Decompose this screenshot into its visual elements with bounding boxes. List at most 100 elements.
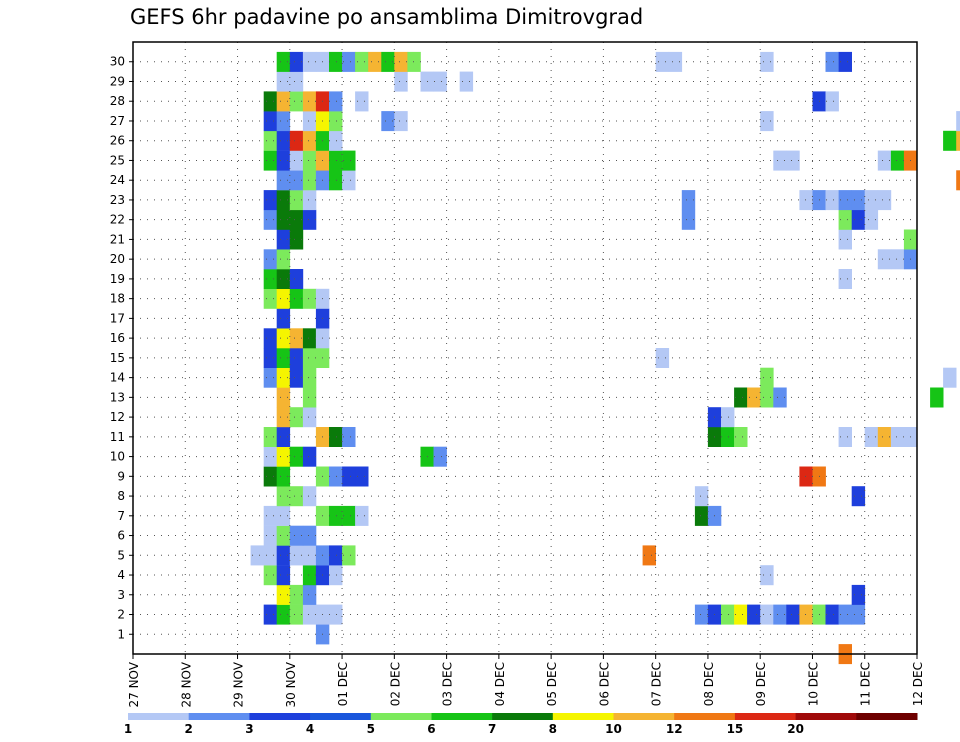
heatmap-cell (289, 584, 304, 605)
heatmap-cell (433, 71, 447, 92)
heatmap-cell (329, 150, 343, 171)
grid-lines (133, 42, 917, 654)
colorbar-swatch (370, 713, 432, 720)
x-tick-label: 02 DEC (388, 662, 402, 706)
heatmap-cell (276, 466, 291, 487)
colorbar-swatch (734, 713, 797, 720)
heatmap-cell (329, 427, 343, 447)
heatmap-cell (342, 51, 356, 72)
colorbar-swatch (552, 713, 614, 720)
plot-frame (132, 41, 918, 655)
colorbar-swatch (492, 713, 554, 720)
heatmap-cell (734, 387, 748, 408)
heatmap-cell (289, 407, 304, 428)
x-axis-ticks: 27 NOV 28 NOV 29 NOV 30 NOV 01 DEC 02 DEC 03 D… (127, 654, 925, 708)
heatmap-cell (329, 565, 343, 586)
heatmap-cell (956, 170, 960, 191)
heatmap-cell (825, 604, 839, 625)
y-tick-label: 25 (110, 153, 125, 167)
heatmap-cell (289, 486, 304, 507)
heatmap-cell (289, 604, 304, 625)
heatmap-cell (263, 150, 278, 171)
y-tick-label: 14 (110, 371, 125, 385)
x-tick-label: 06 DEC (597, 662, 611, 706)
heatmap-cell (276, 486, 291, 507)
heatmap-cell (956, 111, 960, 132)
heatmap-cell (263, 565, 278, 586)
heatmap-cell (276, 111, 291, 132)
heatmap-cell (289, 229, 304, 250)
y-tick-label: 7 (117, 509, 125, 523)
heatmap-cell (289, 91, 304, 112)
colorbar-label: 12 (666, 722, 683, 736)
heatmap-cell (263, 466, 278, 487)
x-tick-label: 07 DEC (650, 662, 664, 706)
colorbar-swatch (674, 713, 736, 720)
heatmap-cell (263, 427, 278, 447)
y-tick-label: 11 (110, 430, 125, 444)
heatmap-cell (302, 91, 317, 112)
heatmap-cell (276, 565, 291, 586)
heatmap-cell (302, 51, 317, 72)
heatmap-cell (877, 190, 892, 211)
heatmap-cell (276, 604, 291, 625)
heatmap-cell (342, 545, 356, 566)
heatmap-cell (263, 505, 278, 526)
heatmap-cell (930, 387, 944, 408)
colorbar-label: 7 (488, 722, 496, 736)
heatmap-cell (302, 604, 317, 625)
heatmap-cell (394, 111, 408, 132)
heatmap-cell (825, 190, 839, 211)
y-tick-label: 13 (110, 390, 125, 404)
colorbar-label: 3 (245, 722, 253, 736)
heatmap-cell (329, 111, 343, 132)
heatmap-cell (773, 387, 787, 408)
y-tick-label: 6 (117, 529, 125, 543)
heatmap-cell (302, 170, 317, 191)
heatmap-cell (825, 51, 839, 72)
heatmap-cell (890, 427, 905, 447)
heatmap-cell (721, 604, 735, 625)
heatmap-cell (381, 51, 395, 72)
colorbar-label: 2 (185, 722, 193, 736)
y-tick-label: 28 (110, 94, 125, 108)
heatmap-cell (302, 150, 317, 171)
heatmap-cell (302, 130, 317, 151)
heatmap-cell (276, 367, 291, 388)
heatmap-cell (760, 367, 774, 388)
heatmap-cell (760, 565, 774, 586)
y-tick-label: 22 (110, 213, 125, 227)
heatmap-cell (394, 71, 408, 92)
heatmap-cell (838, 190, 852, 211)
heatmap-cell (276, 505, 291, 526)
heatmap-cell (694, 604, 709, 625)
heatmap-cell (302, 348, 317, 368)
heatmap-cell (263, 190, 278, 211)
y-tick-label: 29 (110, 74, 125, 88)
y-tick-label: 18 (110, 292, 125, 306)
heatmap-cell (263, 545, 278, 566)
heatmap-cell (276, 328, 291, 349)
heatmap-cell (407, 51, 421, 72)
heatmap-cell (760, 387, 774, 408)
heatmap-cell (890, 150, 905, 171)
heatmap-cell (864, 190, 879, 211)
heatmap-cell (838, 229, 852, 250)
heatmap-cell (276, 150, 291, 171)
heatmap-cell (302, 387, 317, 408)
colorbar-swatch (613, 713, 675, 720)
colorbar-swatch (310, 713, 372, 720)
heatmap-cell (276, 584, 291, 605)
x-tick-label: 05 DEC (545, 662, 559, 706)
colorbar-swatch (856, 713, 918, 720)
y-tick-label: 4 (117, 568, 125, 582)
heatmap-cell (289, 288, 304, 309)
x-tick-label: 12 DEC (911, 662, 925, 706)
heatmap-cell (302, 407, 317, 428)
heatmap-cell (355, 466, 369, 487)
heatmap-cell (694, 505, 709, 526)
heatmap-cell (786, 604, 800, 625)
heatmap-cell (342, 170, 356, 191)
heatmap-cell (302, 209, 317, 230)
